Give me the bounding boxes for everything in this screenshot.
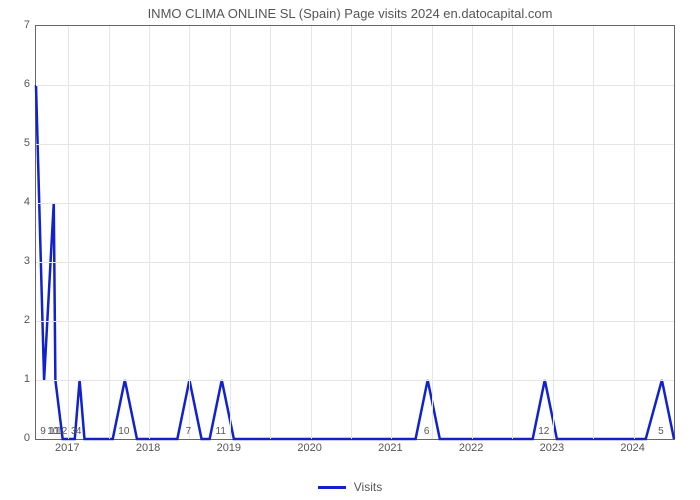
point-label: 12 bbox=[56, 426, 67, 437]
grid-v bbox=[68, 26, 69, 439]
chart-title: INMO CLIMA ONLINE SL (Spain) Page visits… bbox=[0, 6, 700, 21]
x-tick-label: 2019 bbox=[217, 442, 241, 454]
point-label: 11 bbox=[216, 426, 226, 437]
x-tick-label: 2023 bbox=[540, 442, 564, 454]
point-label: 5 bbox=[658, 426, 664, 437]
grid-v bbox=[230, 26, 231, 439]
point-label: 9 bbox=[40, 426, 46, 437]
grid-v bbox=[109, 26, 110, 439]
grid-v bbox=[351, 26, 352, 439]
point-label: 10 bbox=[118, 426, 129, 437]
point-label: 6 bbox=[424, 426, 430, 437]
line-layer bbox=[36, 26, 674, 439]
legend-swatch bbox=[318, 486, 346, 489]
grid-h bbox=[36, 85, 674, 86]
y-tick-label: 6 bbox=[5, 78, 30, 90]
y-tick-label: 3 bbox=[5, 255, 30, 267]
grid-v bbox=[553, 26, 554, 439]
plot-area bbox=[35, 25, 675, 440]
grid-h bbox=[36, 321, 674, 322]
x-tick-label: 2021 bbox=[378, 442, 402, 454]
grid-v bbox=[391, 26, 392, 439]
grid-v bbox=[432, 26, 433, 439]
y-tick-label: 1 bbox=[5, 373, 30, 385]
x-tick-label: 2018 bbox=[136, 442, 160, 454]
grid-v bbox=[472, 26, 473, 439]
x-tick-label: 2017 bbox=[55, 442, 79, 454]
x-tick-label: 2020 bbox=[297, 442, 321, 454]
legend-label: Visits bbox=[354, 480, 382, 494]
point-label: 12 bbox=[538, 426, 549, 437]
point-label: 7 bbox=[186, 426, 192, 437]
y-tick-label: 5 bbox=[5, 137, 30, 149]
grid-v bbox=[593, 26, 594, 439]
x-tick-label: 2022 bbox=[459, 442, 483, 454]
point-label: 4 bbox=[76, 426, 82, 437]
grid-h bbox=[36, 262, 674, 263]
legend: Visits bbox=[0, 480, 700, 494]
x-tick-label: 2024 bbox=[620, 442, 644, 454]
chart-container: INMO CLIMA ONLINE SL (Spain) Page visits… bbox=[0, 0, 700, 500]
grid-v bbox=[311, 26, 312, 439]
grid-h bbox=[36, 203, 674, 204]
y-tick-label: 4 bbox=[5, 196, 30, 208]
grid-v bbox=[270, 26, 271, 439]
grid-v bbox=[512, 26, 513, 439]
grid-v bbox=[634, 26, 635, 439]
grid-h bbox=[36, 380, 674, 381]
grid-v bbox=[189, 26, 190, 439]
grid-v bbox=[149, 26, 150, 439]
y-tick-label: 2 bbox=[5, 314, 30, 326]
y-tick-label: 0 bbox=[5, 432, 30, 444]
grid-h bbox=[36, 144, 674, 145]
y-tick-label: 7 bbox=[5, 19, 30, 31]
